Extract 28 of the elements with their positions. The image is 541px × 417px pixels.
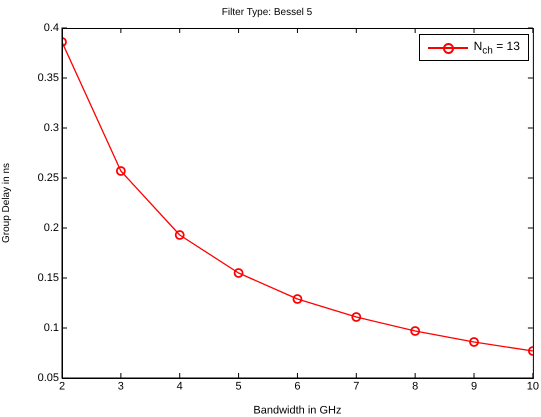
x-tick-label: 4 bbox=[176, 380, 183, 393]
y-tick-label: 0.1 bbox=[44, 322, 59, 334]
legend-label: N$_{ch}$ = 13 bbox=[474, 39, 520, 56]
x-tick-label: 10 bbox=[526, 380, 540, 393]
x-tick-label: 8 bbox=[412, 380, 418, 393]
y-tick-label: 0.15 bbox=[38, 272, 59, 284]
chart-title: Filter Type: Bessel 5 bbox=[222, 6, 313, 18]
point bbox=[234, 268, 244, 278]
x-tick-label: 3 bbox=[118, 380, 124, 393]
y-tick-label: 0.2 bbox=[44, 222, 59, 234]
point bbox=[174, 230, 185, 240]
y-tick-label: 0.25 bbox=[38, 172, 59, 184]
x-tick-label: 6 bbox=[294, 380, 301, 393]
y-tick-label: 0.3 bbox=[44, 122, 59, 134]
point bbox=[469, 337, 479, 347]
x-tick-label: 2 bbox=[58, 380, 66, 393]
point bbox=[351, 312, 362, 322]
x-axis-title: Bandwidth in GHz bbox=[253, 404, 342, 416]
x-tick-label: 5 bbox=[236, 380, 242, 393]
point bbox=[116, 166, 126, 176]
point bbox=[292, 294, 302, 304]
x-tick-label: 9 bbox=[470, 380, 478, 393]
point bbox=[410, 326, 420, 336]
y-axis-title: Group Delay in ns bbox=[0, 162, 12, 244]
y-tick-label: 0.05 bbox=[38, 372, 59, 384]
x-tick-label: 7 bbox=[353, 380, 360, 393]
y-tick-label: 0.4 bbox=[44, 22, 59, 34]
y-tick-label: 0.35 bbox=[38, 72, 59, 84]
